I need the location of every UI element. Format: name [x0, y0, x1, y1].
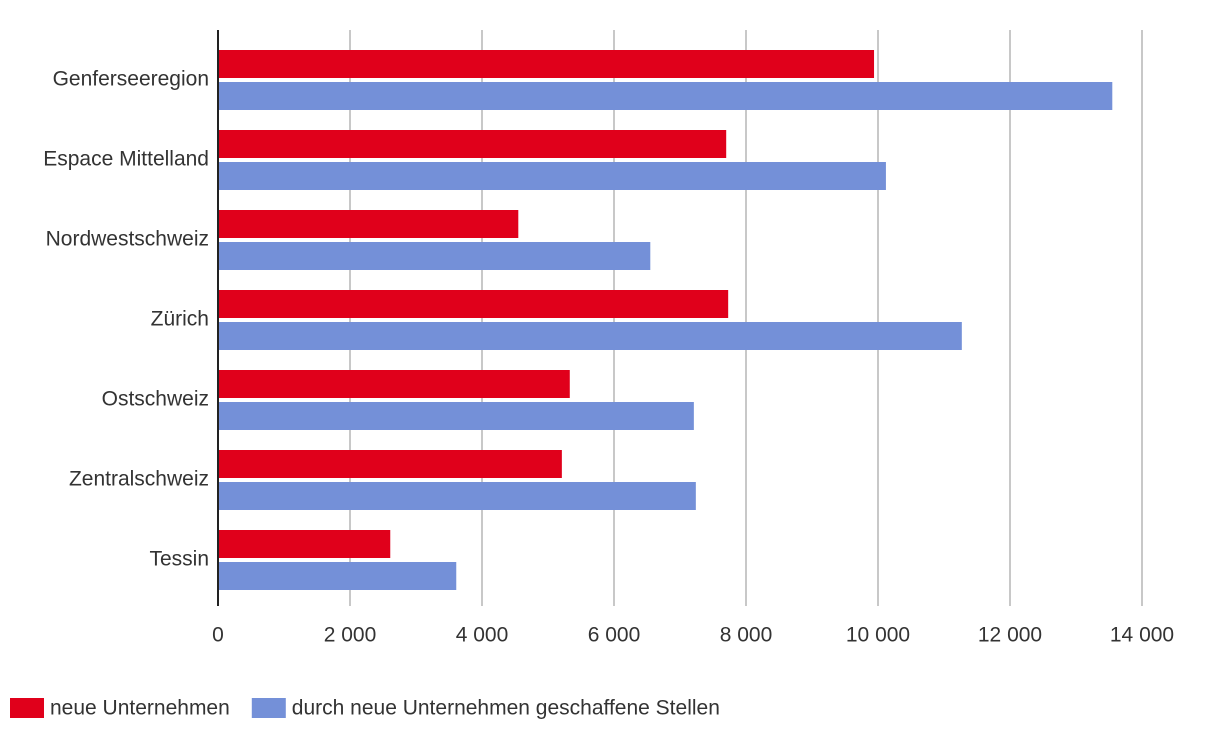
y-tick-label: Zürich — [151, 308, 209, 331]
bar — [218, 402, 694, 430]
x-tick-label: 8 000 — [720, 624, 773, 647]
x-tick-label: 4 000 — [456, 624, 509, 647]
bar — [218, 210, 519, 238]
y-tick-label: Ostschweiz — [102, 388, 209, 411]
bar — [218, 562, 457, 590]
y-tick-label: Tessin — [149, 548, 209, 571]
y-tick-label: Genferseeregion — [53, 68, 209, 91]
x-tick-label: 0 — [212, 624, 224, 647]
y-tick-label: Espace Mittelland — [43, 148, 209, 171]
bar — [218, 242, 651, 270]
bar — [218, 450, 562, 478]
bar — [218, 82, 1113, 110]
bar — [218, 290, 729, 318]
bar — [218, 50, 875, 78]
bar — [218, 162, 886, 190]
bar — [218, 322, 962, 350]
bar — [218, 482, 696, 510]
x-tick-label: 2 000 — [324, 624, 377, 647]
legend-swatch — [251, 698, 286, 718]
bar — [218, 130, 727, 158]
x-tick-label: 10 000 — [846, 624, 910, 647]
x-tick-label: 6 000 — [588, 624, 641, 647]
x-tick-label: 14 000 — [1110, 624, 1174, 647]
legend-swatch — [10, 698, 44, 718]
x-tick-label: 12 000 — [978, 624, 1042, 647]
y-tick-label: Zentralschweiz — [69, 468, 209, 491]
y-tick-label: Nordwestschweiz — [46, 228, 209, 251]
bar — [218, 370, 570, 398]
bar — [218, 530, 391, 558]
legend-label: durch neue Unternehmen geschaffene Stell… — [292, 697, 720, 720]
legend-label: neue Unternehmen — [50, 697, 230, 720]
